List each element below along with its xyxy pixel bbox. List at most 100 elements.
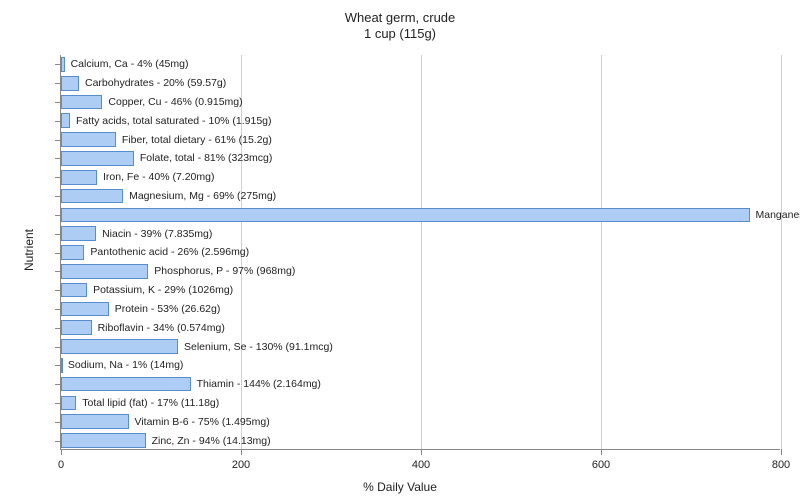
- y-tick: [55, 384, 61, 385]
- bar: [61, 302, 109, 317]
- bar: [61, 170, 97, 185]
- y-tick: [55, 215, 61, 216]
- bar: [61, 245, 84, 260]
- y-tick: [55, 83, 61, 84]
- bar-row: Thiamin - 144% (2.164mg): [61, 377, 780, 392]
- bar-row: Iron, Fe - 40% (7.20mg): [61, 170, 780, 185]
- bar-row: Manganese, Mn - 765% (15.296mg): [61, 208, 780, 223]
- bar-label: Niacin - 39% (7.835mg): [102, 228, 212, 239]
- bar-label: Thiamin - 144% (2.164mg): [197, 379, 321, 390]
- chart-title: Wheat germ, crude: [0, 10, 800, 25]
- y-tick: [55, 158, 61, 159]
- bar-row: Pantothenic acid - 26% (2.596mg): [61, 245, 780, 260]
- bar-row: Copper, Cu - 46% (0.915mg): [61, 95, 780, 110]
- x-tick: [241, 449, 242, 455]
- bar-row: Zinc, Zn - 94% (14.13mg): [61, 433, 780, 448]
- bar: [61, 151, 134, 166]
- plot-area: Calcium, Ca - 4% (45mg) Carbohydrates - 2…: [60, 55, 780, 450]
- bar: [61, 320, 92, 335]
- y-tick: [55, 422, 61, 423]
- bar: [61, 377, 191, 392]
- bar-label: Potassium, K - 29% (1026mg): [93, 285, 233, 296]
- bar-row: Selenium, Se - 130% (91.1mcg): [61, 339, 780, 354]
- bar-row: Protein - 53% (26.62g): [61, 302, 780, 317]
- bar-label: Selenium, Se - 130% (91.1mcg): [184, 341, 333, 352]
- x-tick-label: 600: [592, 459, 610, 471]
- y-tick: [55, 196, 61, 197]
- bars-group: Calcium, Ca - 4% (45mg) Carbohydrates - 2…: [61, 55, 780, 449]
- x-tick: [601, 449, 602, 455]
- bar-row: Carbohydrates - 20% (59.57g): [61, 76, 780, 91]
- bar: [61, 433, 146, 448]
- bar: [61, 113, 70, 128]
- bar-label: Total lipid (fat) - 17% (11.18g): [82, 398, 219, 409]
- bar-label: Phosphorus, P - 97% (968mg): [154, 266, 295, 277]
- bar-label: Magnesium, Mg - 69% (275mg): [129, 191, 276, 202]
- gridline: [781, 55, 782, 449]
- bar: [61, 226, 96, 241]
- y-tick: [55, 365, 61, 366]
- y-axis-label: Nutrient: [22, 229, 36, 271]
- x-tick-label: 400: [412, 459, 430, 471]
- bar-label: Protein - 53% (26.62g): [115, 304, 221, 315]
- y-tick: [55, 140, 61, 141]
- bar-row: Fatty acids, total saturated - 10% (1.91…: [61, 113, 780, 128]
- y-tick: [55, 64, 61, 65]
- y-tick: [55, 403, 61, 404]
- bar-label: Vitamin B-6 - 75% (1.495mg): [135, 417, 270, 428]
- x-tick-label: 800: [772, 459, 790, 471]
- y-tick: [55, 253, 61, 254]
- x-tick-label: 200: [232, 459, 250, 471]
- x-tick: [61, 449, 62, 455]
- y-tick: [55, 328, 61, 329]
- bar-row: Fiber, total dietary - 61% (15.2g): [61, 132, 780, 147]
- x-tick-label: 0: [58, 459, 64, 471]
- bar-row: Riboflavin - 34% (0.574mg): [61, 320, 780, 335]
- bar-label: Zinc, Zn - 94% (14.13mg): [152, 435, 271, 446]
- bar-row: Folate, total - 81% (323mcg): [61, 151, 780, 166]
- bar-label: Copper, Cu - 46% (0.915mg): [108, 97, 242, 108]
- x-tick: [421, 449, 422, 455]
- y-tick: [55, 177, 61, 178]
- x-tick: [781, 449, 782, 455]
- bar-row: Phosphorus, P - 97% (968mg): [61, 264, 780, 279]
- bar-label: Iron, Fe - 40% (7.20mg): [103, 172, 214, 183]
- bar-row: Vitamin B-6 - 75% (1.495mg): [61, 414, 780, 429]
- bar-label: Calcium, Ca - 4% (45mg): [71, 59, 189, 70]
- bar: [61, 57, 65, 72]
- y-tick: [55, 309, 61, 310]
- bar-row: Calcium, Ca - 4% (45mg): [61, 57, 780, 72]
- y-tick: [55, 234, 61, 235]
- bar: [61, 208, 750, 223]
- bar-row: Magnesium, Mg - 69% (275mg): [61, 189, 780, 204]
- bar-label: Fiber, total dietary - 61% (15.2g): [122, 134, 272, 145]
- bar-label: Fatty acids, total saturated - 10% (1.91…: [76, 116, 272, 127]
- y-tick: [55, 441, 61, 442]
- bar-label: Carbohydrates - 20% (59.57g): [85, 78, 226, 89]
- nutrient-chart: Wheat germ, crude 1 cup (115g) Nutrient …: [0, 0, 800, 500]
- y-tick: [55, 290, 61, 291]
- y-tick: [55, 347, 61, 348]
- bar: [61, 358, 63, 373]
- bar: [61, 396, 76, 411]
- bar: [61, 414, 129, 429]
- x-axis-label: % Daily Value: [0, 480, 800, 494]
- bar-label: Riboflavin - 34% (0.574mg): [98, 322, 225, 333]
- bar: [61, 339, 178, 354]
- y-tick: [55, 121, 61, 122]
- bar: [61, 283, 87, 298]
- bar-row: Niacin - 39% (7.835mg): [61, 226, 780, 241]
- bar: [61, 76, 79, 91]
- y-tick: [55, 271, 61, 272]
- bar-label: Pantothenic acid - 26% (2.596mg): [90, 247, 249, 258]
- bar-label: Sodium, Na - 1% (14mg): [68, 360, 184, 371]
- bar-label: Manganese, Mn - 765% (15.296mg): [756, 210, 800, 221]
- bar: [61, 189, 123, 204]
- bar-row: Potassium, K - 29% (1026mg): [61, 283, 780, 298]
- bar-row: Total lipid (fat) - 17% (11.18g): [61, 396, 780, 411]
- y-tick: [55, 102, 61, 103]
- bar-label: Folate, total - 81% (323mcg): [140, 153, 272, 164]
- bar: [61, 132, 116, 147]
- bar: [61, 95, 102, 110]
- bar: [61, 264, 148, 279]
